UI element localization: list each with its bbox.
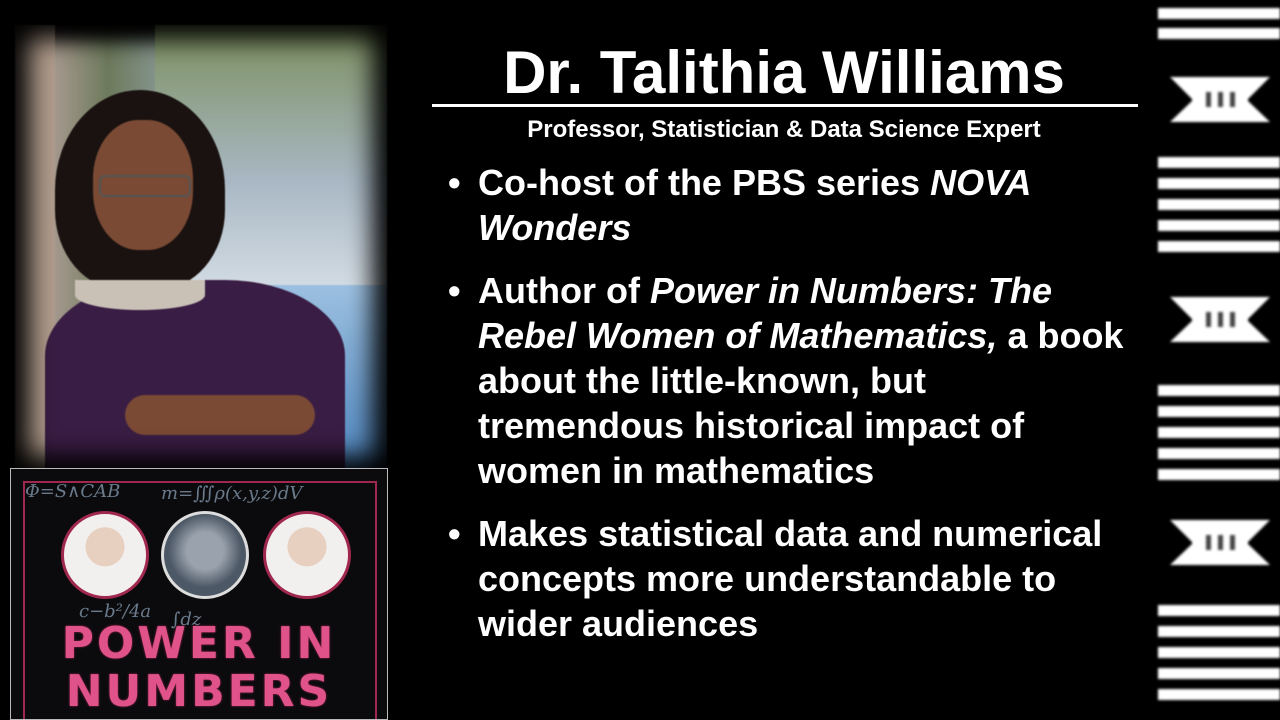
bullet-text: NOVA Wonders xyxy=(478,162,1031,248)
bullet-text: Co-host of the PBS series xyxy=(478,162,931,203)
ornament-slit xyxy=(1230,92,1235,107)
bullet-text: a book about the little-known, but treme… xyxy=(478,315,1124,491)
ornament-slit xyxy=(1206,92,1211,107)
bullet-list: • Co-host of the PBS series NOVA Wonders •… xyxy=(448,160,1138,664)
stripe xyxy=(1158,689,1280,700)
stripe xyxy=(1158,626,1280,637)
ornament-slit xyxy=(1206,312,1211,327)
stripe xyxy=(1158,668,1280,679)
bullet-text: Author of xyxy=(478,270,650,311)
stripe xyxy=(1158,220,1280,231)
ornament-slit xyxy=(1230,312,1235,327)
stripe xyxy=(1158,28,1280,39)
bullet-dot-icon: • xyxy=(448,270,461,311)
stripe xyxy=(1158,8,1280,19)
slide-title: Dr. Talithia Williams xyxy=(503,39,1065,106)
portrait-photo xyxy=(15,25,387,470)
bullet-item: • Makes statistical data and numerical co… xyxy=(448,511,1138,646)
stripe xyxy=(1158,385,1280,396)
ornament-slit xyxy=(1206,535,1211,550)
ornament-slit xyxy=(1218,92,1223,107)
book-formula: ∫dz xyxy=(171,609,202,630)
book-formula: Φ=S∧CAB xyxy=(25,481,121,502)
bullet-text: Power in Numbers: The Rebel Women of Mat… xyxy=(478,270,1053,356)
ornament-slit xyxy=(1230,535,1235,550)
ornament-slit xyxy=(1218,535,1223,550)
stripe xyxy=(1158,427,1280,438)
stripe xyxy=(1158,647,1280,658)
stripe xyxy=(1158,157,1280,168)
stripe xyxy=(1158,406,1280,417)
stripe xyxy=(1158,199,1280,210)
book-formula: m=∭ρ(x,y,z)dV xyxy=(161,483,303,504)
stripe xyxy=(1158,469,1280,480)
portrait-circle xyxy=(263,511,351,599)
bullet-item: • Co-host of the PBS series NOVA Wonders xyxy=(448,160,1138,250)
ornament-slit xyxy=(1218,312,1223,327)
book-cover-image: Φ=S∧CAB m=∭ρ(x,y,z)dV c−b²/4a ∫dz POWER … xyxy=(10,468,388,720)
bullet-item: • Author of Power in Numbers: The Rebel W… xyxy=(448,268,1138,493)
bullet-text: Makes statistical data and numerical con… xyxy=(478,513,1103,644)
book-formula: c−b²/4a xyxy=(79,601,152,622)
title-underline xyxy=(432,104,1138,107)
slide-subtitle: Professor, Statistician & Data Science E… xyxy=(527,116,1041,143)
stripe xyxy=(1158,448,1280,459)
portrait-circle xyxy=(161,511,249,599)
book-title-line2: NUMBERS xyxy=(65,666,333,717)
bullet-dot-icon: • xyxy=(448,162,461,203)
portrait-circle xyxy=(61,511,149,599)
book-title-line1: POWER IN xyxy=(61,618,337,669)
decorative-strip xyxy=(1158,8,1280,700)
bullet-dot-icon: • xyxy=(448,513,461,554)
stripe xyxy=(1158,178,1280,189)
stripe xyxy=(1158,605,1280,616)
stripe xyxy=(1158,241,1280,252)
